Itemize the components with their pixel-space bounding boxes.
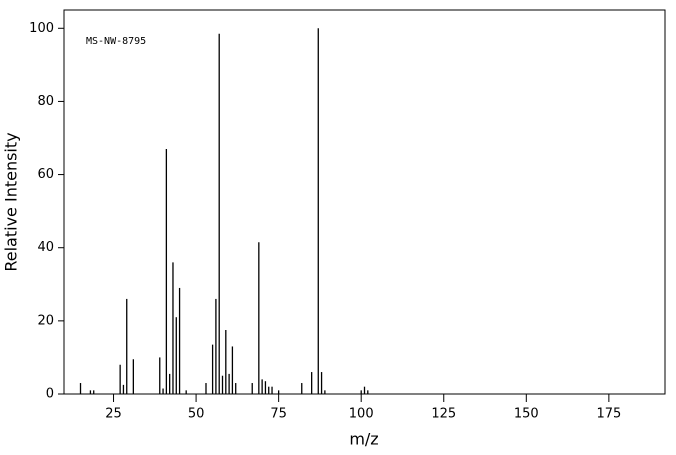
y-tick-label: 80 (37, 94, 54, 109)
y-tick-label: 20 (37, 313, 54, 328)
y-tick-label: 40 (37, 240, 54, 255)
x-tick-label: 25 (105, 407, 122, 422)
x-tick-label: 125 (431, 407, 456, 422)
plot-frame (63, 9, 666, 395)
x-tick-label: 175 (596, 407, 621, 422)
x-tick-label: 50 (188, 407, 205, 422)
x-tick-label: 75 (270, 407, 287, 422)
y-axis-title: Relative Intensity (2, 132, 21, 271)
x-tick-label: 150 (514, 407, 539, 422)
y-tick-label: 100 (29, 21, 54, 36)
x-axis-title: m/z (349, 430, 378, 449)
y-tick-label: 60 (37, 167, 54, 182)
y-tick-label: 0 (46, 387, 54, 402)
annotation: MS-NW-8795 (86, 36, 146, 47)
x-tick-label: 100 (349, 407, 374, 422)
